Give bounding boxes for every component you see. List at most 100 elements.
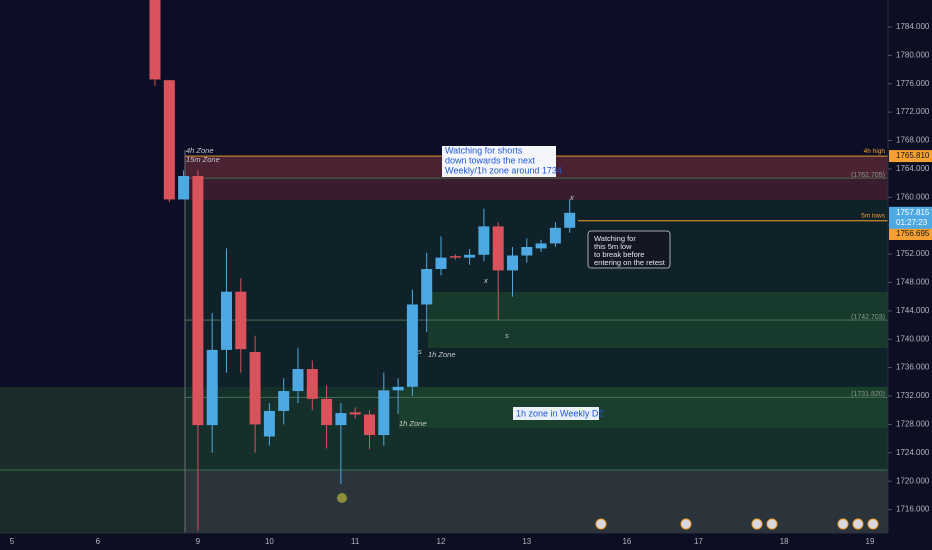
y-tick-label: 1736.000 [896, 363, 930, 372]
y-tick-label: 1720.000 [896, 476, 930, 485]
zone-label: 1h Zone [428, 350, 456, 359]
event-icon[interactable] [837, 518, 849, 530]
zone-label: 1h Zone [399, 419, 427, 428]
candle-body [221, 291, 232, 350]
marker-label: s [418, 347, 422, 356]
y-tick-label: 1752.000 [896, 249, 930, 258]
marker-label: x [483, 276, 488, 285]
candle-body [435, 257, 447, 269]
x-tick-label: 16 [622, 537, 631, 546]
x-tick-label: 19 [866, 537, 875, 546]
x-tick-label: 18 [780, 537, 789, 546]
y-tick-label: 1768.000 [896, 136, 930, 145]
marker-label: x [569, 193, 574, 202]
x-tick-label: 5 [10, 537, 15, 546]
event-icons [595, 518, 879, 530]
candle-body [549, 227, 561, 244]
y-tick-label: 1724.000 [896, 448, 930, 457]
x-tick-label: 11 [351, 537, 360, 546]
note-line: 1h zone in Weekly DZ [516, 408, 604, 418]
x-tick-label: 6 [96, 537, 101, 546]
candle-body [292, 369, 304, 392]
zone [185, 470, 888, 533]
candle-body [521, 246, 533, 256]
note-line: Watching for [594, 234, 636, 243]
candle-body [263, 410, 275, 437]
y-tick-label: 1748.000 [896, 278, 930, 287]
y-tick-label: 1784.000 [896, 22, 930, 31]
event-icon[interactable] [766, 518, 778, 530]
candle-body [392, 386, 404, 391]
note-line: entering on the retest [594, 258, 666, 267]
x-tick-label: 17 [694, 537, 703, 546]
zone-label: 15m Zone [186, 155, 220, 164]
y-tick-label: 1728.000 [896, 420, 930, 429]
level-label: (1742.703) [851, 314, 885, 321]
labels: 4h Zone 15m Zone 1h Zone 1h Zone x s x s [186, 146, 574, 428]
candle-body [349, 412, 361, 415]
candle-body [507, 255, 518, 271]
candle-body [535, 243, 547, 249]
price-tag [889, 150, 932, 163]
price-tag-label: 1765.810 [896, 151, 930, 160]
price-tag-label: 1756.695 [896, 229, 930, 238]
y-tick-label: 1732.000 [896, 391, 930, 400]
candle-body [364, 414, 375, 436]
x-tick-label: 13 [522, 537, 531, 546]
y-tick-label: 1716.000 [896, 505, 930, 514]
y-tick-label: 1760.000 [896, 192, 930, 201]
candle-body [306, 369, 318, 399]
candle-body [178, 176, 190, 200]
y-tick-label: 1776.000 [896, 79, 930, 88]
x-tick-label: 9 [196, 537, 201, 546]
marker-label: s [505, 331, 509, 340]
note-line: Weekly/1h zone around 1734 [445, 165, 562, 175]
note-box [587, 230, 671, 269]
price-line-name: 4h high [864, 148, 886, 155]
y-tick-label: 1744.000 [896, 306, 930, 315]
candle-body [421, 268, 433, 305]
candle-body [249, 352, 261, 425]
candle-body [449, 256, 461, 258]
event-icon[interactable] [595, 518, 607, 530]
x-tick-label: 10 [265, 537, 274, 546]
note-line: Watching for shorts [445, 145, 523, 155]
candle-body [378, 390, 390, 436]
y-tick-label: 1772.000 [896, 107, 930, 116]
note-line: to break before [594, 250, 644, 259]
candle-body [278, 391, 290, 411]
note: Watching for shorts down towards the nex… [442, 145, 562, 177]
event-icon[interactable] [852, 518, 864, 530]
note-line: down towards the next [445, 155, 536, 165]
candle-body [206, 349, 218, 426]
last-price-label: 1757.815 [896, 208, 930, 217]
candle-body [149, 0, 161, 80]
price-line-name: 5m lows [861, 212, 886, 219]
candle-body [464, 254, 476, 258]
price-axis [888, 0, 932, 550]
event-icon[interactable] [680, 518, 692, 530]
candle-body [564, 212, 576, 228]
zone [399, 387, 888, 428]
event-icon[interactable] [867, 518, 879, 530]
note: Watching for this 5m low to break before… [587, 230, 671, 269]
marker [337, 493, 347, 503]
candle-body [192, 176, 204, 426]
note: 1h zone in Weekly DZ [513, 407, 604, 420]
note-box [513, 407, 599, 420]
axes: 1716.000 1720.000 1724.000 1728.000 1732.000… [10, 22, 930, 546]
time-axis [0, 533, 932, 550]
y-tick-label: 1740.000 [896, 334, 930, 343]
plot: (1762.705) (1742.703) (1731.820) [149, 0, 888, 531]
level-label: (1762.705) [851, 172, 885, 179]
y-tick-label: 1780.000 [896, 50, 930, 59]
candle-body [492, 226, 504, 271]
zone [0, 387, 185, 533]
candle-body [335, 413, 347, 426]
note-line: this 5m low [594, 242, 632, 251]
level-label: (1731.820) [851, 391, 885, 398]
event-icon[interactable] [751, 518, 763, 530]
x-tick-label: 12 [437, 537, 446, 546]
candle-body [163, 80, 175, 200]
